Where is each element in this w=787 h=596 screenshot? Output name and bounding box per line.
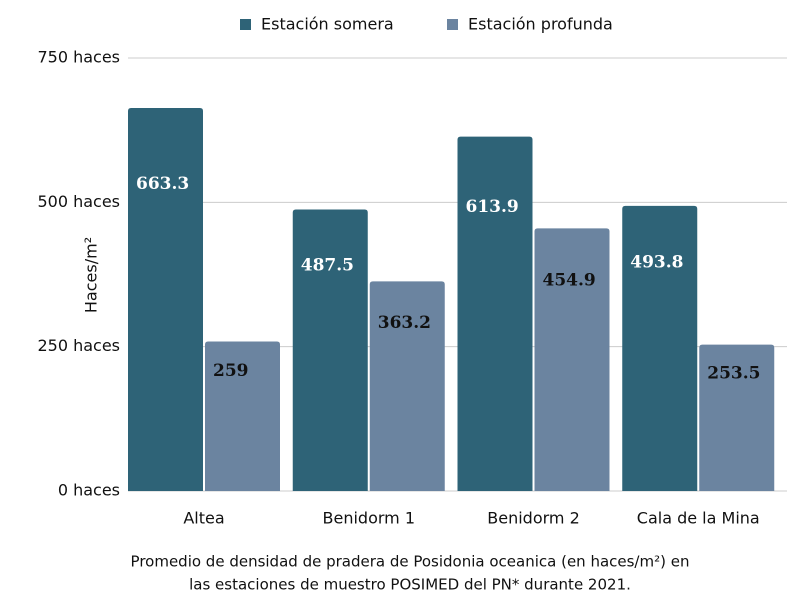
legend-label: Estación profunda <box>468 15 613 34</box>
caption: Promedio de densidad de pradera de Posid… <box>131 553 690 571</box>
bar <box>292 209 368 492</box>
legend-label: Estación somera <box>261 15 394 34</box>
legend-swatch <box>240 19 251 30</box>
data-label: 259 <box>213 361 249 381</box>
data-label: 363.2 <box>378 313 431 333</box>
caption: las estaciones de muestro POSIMED del PN… <box>189 576 631 594</box>
bar <box>622 205 698 492</box>
data-label: 493.8 <box>630 252 683 272</box>
x-tick-label: Altea <box>183 509 224 528</box>
y-tick-label: 250 haces <box>37 336 120 355</box>
x-tick-label: Benidorm 2 <box>487 509 580 528</box>
bar <box>699 344 775 491</box>
x-tick-label: Cala de la Mina <box>637 509 760 528</box>
bar <box>457 136 533 491</box>
bar <box>369 281 445 491</box>
bar <box>205 341 280 491</box>
bar <box>128 108 203 491</box>
y-tick-label: 750 haces <box>37 48 120 67</box>
legend-swatch <box>447 19 458 30</box>
y-tick-label: 500 haces <box>37 192 120 211</box>
y-tick-label: 0 haces <box>58 481 120 500</box>
data-label: 454.9 <box>543 270 596 290</box>
data-label: 253.5 <box>707 363 760 383</box>
x-tick-label: Benidorm 1 <box>323 509 416 528</box>
data-label: 613.9 <box>466 197 519 217</box>
bar <box>534 228 610 491</box>
y-axis-title: Haces/m² <box>82 237 101 313</box>
data-label: 663.3 <box>136 174 189 194</box>
data-label: 487.5 <box>301 255 354 275</box>
